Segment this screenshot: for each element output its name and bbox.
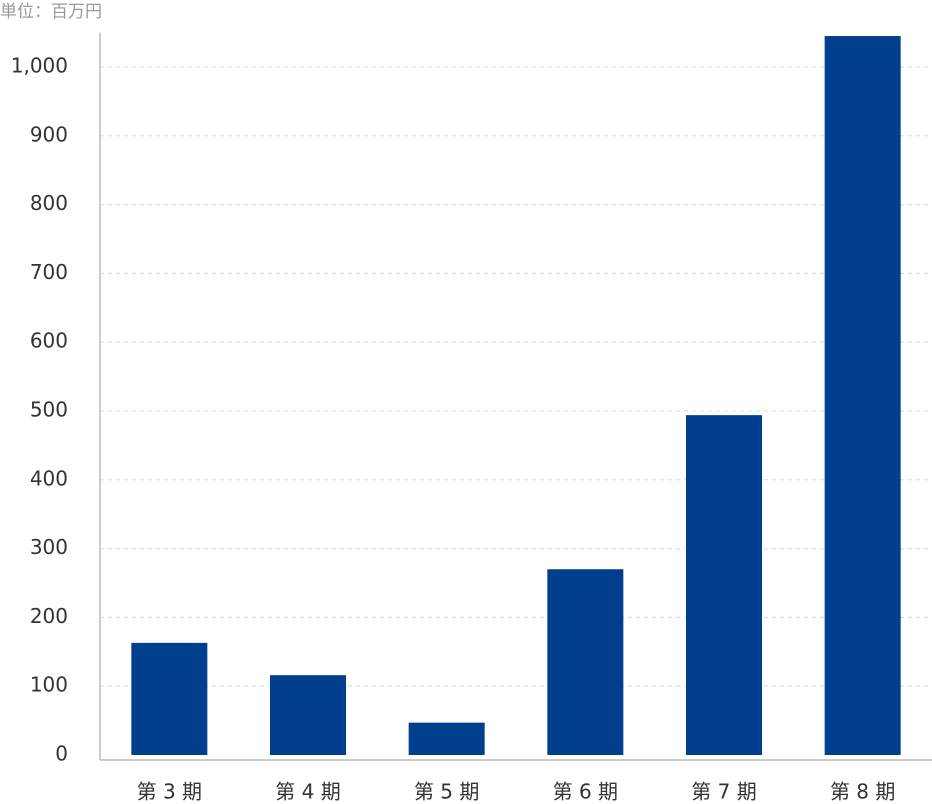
y-tick-label: 500	[30, 398, 68, 422]
x-tick-label: 第 7 期	[691, 780, 756, 804]
bar	[270, 675, 346, 755]
bar	[408, 722, 485, 755]
y-tick-label: 100	[30, 673, 68, 697]
bar	[824, 36, 901, 756]
y-tick-label: 900	[30, 122, 68, 146]
x-tick-label: 第 4 期	[275, 780, 340, 804]
bar	[547, 569, 624, 755]
x-tick-label: 第 8 期	[830, 780, 895, 804]
y-tick-label: 600	[30, 329, 68, 353]
y-tick-label: 700	[30, 260, 68, 284]
x-tick-label: 第 6 期	[553, 780, 618, 804]
y-tick-label: 800	[30, 191, 68, 215]
x-tick-label: 第 5 期	[414, 780, 479, 804]
y-tick-label: 400	[30, 466, 68, 490]
bar	[686, 415, 762, 755]
y-tick-label: 200	[30, 604, 68, 628]
unit-label: 単位：百万円	[0, 2, 102, 22]
y-tick-label: 0	[55, 742, 68, 766]
y-tick-label: 1,000	[11, 54, 68, 78]
x-tick-label: 第 3 期	[137, 780, 202, 804]
y-tick-label: 300	[30, 535, 68, 559]
bar	[131, 642, 208, 755]
